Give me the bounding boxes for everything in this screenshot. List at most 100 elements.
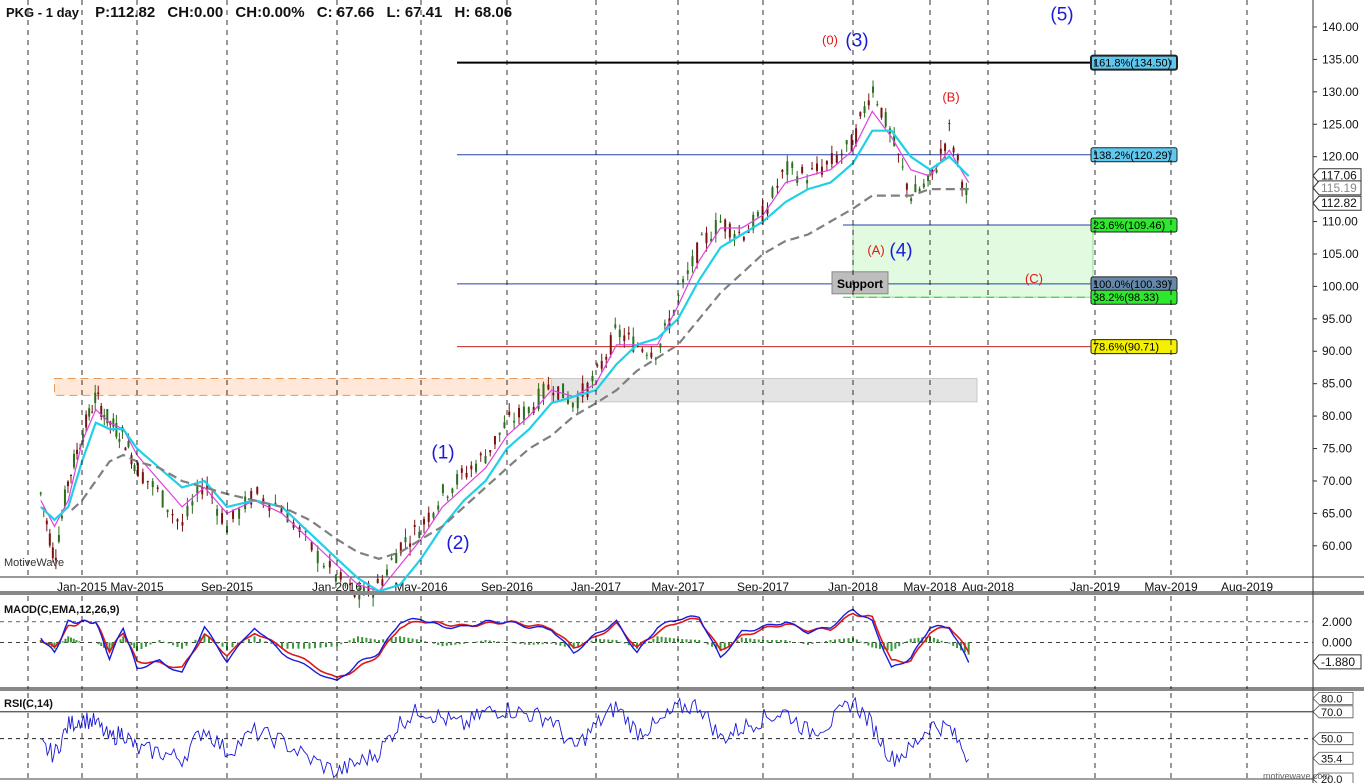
candle-body (39, 492, 42, 495)
macd-histogram-bar (550, 642, 553, 644)
macd-histogram-bar (811, 642, 814, 644)
candle-body (714, 220, 717, 236)
candle-body (60, 515, 63, 519)
macd-histogram-bar (248, 639, 250, 643)
candle-body (650, 352, 653, 358)
candle-body (151, 481, 154, 488)
candle-body (437, 505, 440, 510)
level-label: 138.2%(120.29) (1093, 150, 1171, 162)
macd-histogram-bar (242, 641, 245, 643)
candle-body (103, 414, 106, 419)
macd-histogram-bar (437, 642, 440, 645)
candle-body (479, 453, 482, 456)
candle-body (238, 508, 241, 519)
macd-histogram-bar (523, 642, 526, 645)
candle-body (503, 422, 506, 428)
macd-histogram-bar (172, 642, 174, 646)
macd-histogram-bar (672, 638, 675, 643)
macd-histogram-bar (603, 639, 606, 643)
rsi-tick-box (1312, 705, 1354, 719)
macd-histogram-bar (909, 638, 912, 643)
macd-histogram-bar (905, 641, 908, 643)
macd-histogram-bar (859, 641, 862, 643)
rsi-y-tick-label: 50.0 (1321, 734, 1342, 746)
high-readout: H: 68.06 (454, 4, 513, 21)
macd-histogram-bar (802, 642, 805, 644)
macd-histogram-bar (480, 640, 483, 643)
candle-body (508, 411, 511, 416)
candle-body (571, 402, 574, 408)
macd-histogram-bar (636, 642, 638, 649)
macd-histogram-bar (386, 638, 389, 643)
candle-body (451, 488, 454, 494)
candle-body (935, 169, 938, 173)
macd-histogram-bar (894, 642, 897, 649)
candle-body (136, 462, 139, 477)
y-tick-label: 110.00 (1322, 215, 1358, 229)
candle-body (944, 143, 947, 152)
macd-histogram-bar (292, 642, 294, 649)
ma-line-fast (40, 110, 970, 592)
macd-histogram-bar (100, 642, 103, 646)
candle-body (566, 396, 569, 404)
macd-histogram-bar (149, 642, 152, 645)
candle-body (914, 184, 917, 193)
macd-histogram-bar (145, 642, 147, 647)
candle-body (863, 106, 866, 114)
y-tick-label: 135.00 (1322, 52, 1359, 66)
candle-body (965, 187, 968, 196)
candle-body (872, 86, 875, 93)
macd-panel: 2.000 0.000 -1.880 (0, 608, 1362, 681)
candle-body (845, 140, 848, 145)
candle-body (385, 569, 388, 576)
macd-histogram-bar (711, 642, 713, 647)
macd-histogram-bar (475, 641, 478, 643)
candle-body (166, 509, 169, 513)
macd-histogram-bar (75, 640, 78, 643)
rsi-tick-box (1312, 691, 1354, 705)
macd-histogram-bar (656, 636, 659, 643)
candle-body (855, 128, 858, 145)
candle-body (339, 572, 342, 580)
candle-body (728, 223, 731, 238)
macd-histogram-bar (611, 639, 614, 643)
macd-histogram-bar (554, 642, 557, 645)
y-tick-label: 70.00 (1322, 474, 1352, 488)
price-readout: P:112.82 (95, 4, 156, 21)
candle-body (811, 168, 814, 170)
ma-line-slow (70, 188, 969, 560)
candle-body (884, 112, 887, 127)
macd-histogram-bar (445, 642, 448, 646)
macd-histogram-bar (286, 642, 289, 649)
macd-histogram-bar (740, 637, 743, 643)
wave-label: (A) (867, 243, 884, 258)
candle-body (686, 270, 689, 274)
candle-body (390, 558, 393, 560)
candle-body (395, 553, 398, 564)
candle-body (66, 481, 69, 487)
macd-histogram-bar (902, 642, 905, 644)
macd-histogram-bar (652, 638, 655, 643)
candle-body (344, 584, 347, 586)
candle-body (171, 513, 174, 516)
macd-histogram-bar (450, 642, 453, 646)
wave-label: (C) (1025, 271, 1043, 286)
y-tick-label: 80.00 (1322, 409, 1352, 423)
wave-label: (0) (822, 32, 838, 47)
candle-body (522, 406, 525, 420)
macd-histogram-bar (514, 642, 517, 644)
rsi-y-tick-label: 70.0 (1321, 707, 1342, 719)
candle-body (334, 575, 337, 582)
candle-body (776, 185, 779, 188)
candle-body (931, 169, 934, 175)
macd-histogram-bar (664, 637, 667, 643)
candle-body (91, 411, 94, 413)
macd-histogram-bar (221, 642, 224, 647)
macd-histogram-bar (581, 642, 584, 645)
rsi-y-tick-label: 35.4 (1321, 753, 1342, 765)
macd-histogram-bar (163, 641, 165, 643)
macd-histogram-bar (231, 642, 234, 648)
macd-histogram-bar (559, 642, 562, 646)
candle-body (460, 468, 463, 473)
x-tick-label: May-2017 (651, 580, 705, 594)
